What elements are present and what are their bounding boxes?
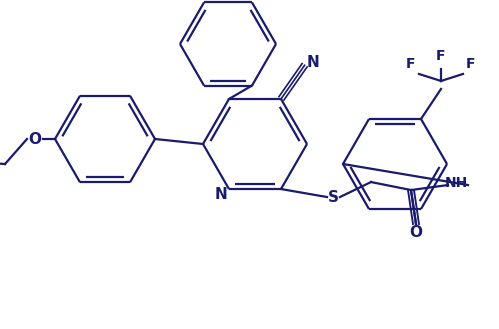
Text: N: N bbox=[215, 187, 228, 202]
Text: N: N bbox=[307, 55, 319, 70]
Text: NH: NH bbox=[445, 176, 468, 190]
Text: S: S bbox=[327, 190, 338, 205]
Text: F: F bbox=[406, 57, 416, 71]
Text: O: O bbox=[28, 132, 41, 146]
Text: F: F bbox=[466, 57, 476, 71]
Text: O: O bbox=[410, 224, 423, 240]
Text: F: F bbox=[436, 49, 446, 63]
